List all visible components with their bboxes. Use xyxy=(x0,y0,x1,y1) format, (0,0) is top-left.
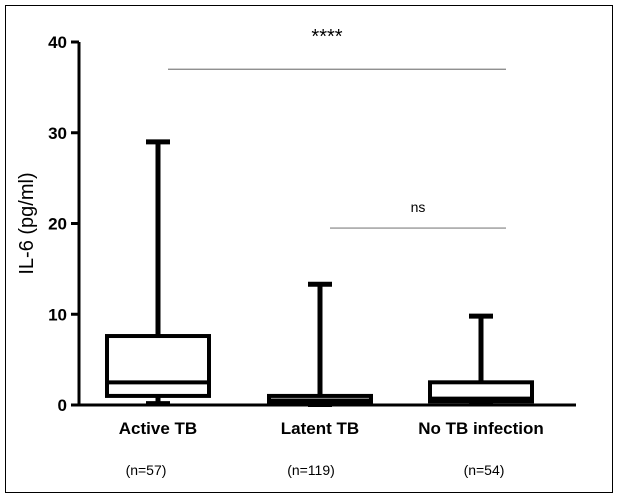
x-tick-label-latent-tb: Latent TB xyxy=(281,419,359,438)
box-no-tb-infection xyxy=(428,380,534,404)
box-active-tb xyxy=(105,334,211,398)
significance-label-2: ns xyxy=(411,199,426,215)
y-tick-label-20: 20 xyxy=(48,215,67,234)
y-tick-label-0: 0 xyxy=(58,396,67,415)
sample-size-no-tb-infection: (n=54) xyxy=(464,462,505,478)
y-tick-label-40: 40 xyxy=(48,33,67,52)
y-tick-label-30: 30 xyxy=(48,124,67,143)
chart-frame: 0 10 20 30 40 IL-6 (pg/ml) Active TB Latent TB N… xyxy=(5,5,613,493)
y-axis-label: IL-6 (pg/ml) xyxy=(16,172,38,274)
x-tick-label-active-tb: Active TB xyxy=(119,419,197,438)
sample-size-active-tb: (n=57) xyxy=(126,462,167,478)
boxplot-chart: 0 10 20 30 40 IL-6 (pg/ml) Active TB Latent TB N… xyxy=(16,26,576,478)
significance-label-1: **** xyxy=(311,26,342,48)
x-tick-label-no-tb-infection: No TB infection xyxy=(418,419,544,438)
y-tick-label-10: 10 xyxy=(48,305,67,324)
sample-size-latent-tb: (n=119) xyxy=(287,462,335,478)
